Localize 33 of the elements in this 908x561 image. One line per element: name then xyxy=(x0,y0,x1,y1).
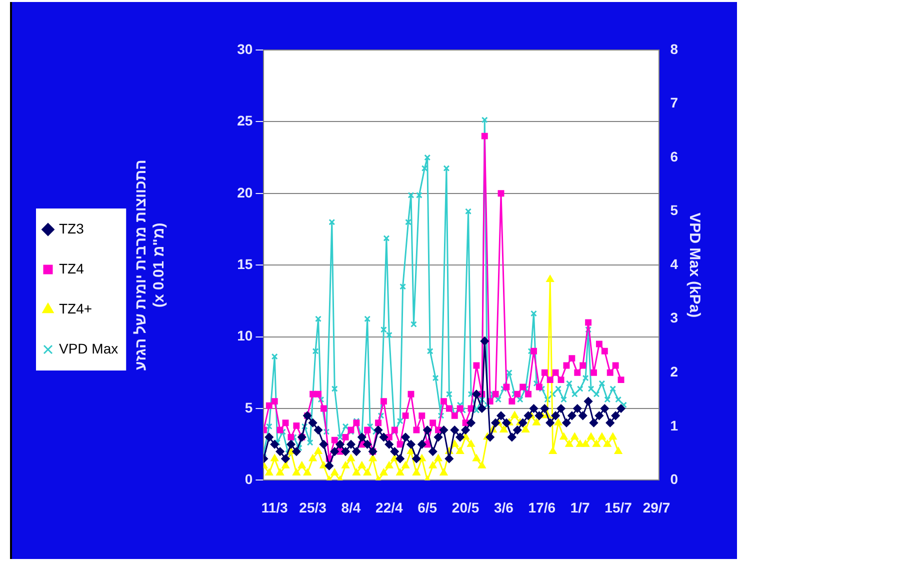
y2-tick-label: 2 xyxy=(670,364,678,380)
y2-tick-label: 4 xyxy=(670,256,678,272)
y2-axis-title: VPD Max (kPa) xyxy=(686,212,703,318)
x-tick-label: 17/6 xyxy=(528,499,556,516)
y-axis-title: התכווצות מרבית יומית של הגזע (x 0.01 מ"מ) xyxy=(132,160,168,370)
x-tick-label: 11/3 xyxy=(261,499,288,516)
x-tick-label: 20/5 xyxy=(452,499,480,516)
y2-tick-label: 0 xyxy=(670,471,678,488)
y2-tick-label: 5 xyxy=(670,202,678,218)
legend-label: VPD Max xyxy=(59,340,118,356)
x-tick-label: 8/4 xyxy=(341,499,361,516)
y2-tick-label: 8 xyxy=(670,40,678,57)
y2-tick-label: 3 xyxy=(670,310,678,326)
y2-tick-label: 7 xyxy=(670,94,678,111)
y-tick-label: 5 xyxy=(244,399,253,416)
y-tick-label: 30 xyxy=(237,40,253,57)
y-tick-label: 25 xyxy=(237,112,253,129)
legend-label: TZ3 xyxy=(59,220,84,236)
x-tick-label: 3/6 xyxy=(494,499,514,516)
y-tick-label: 20 xyxy=(237,184,253,200)
y2-tick-label: 1 xyxy=(670,417,678,434)
x-tick-label: 1/7 xyxy=(570,499,590,516)
x-tick-label: 6/5 xyxy=(418,499,438,516)
x-tick-label: 22/4 xyxy=(376,499,404,516)
y-tick-label: 15 xyxy=(237,256,253,272)
legend-label: TZ4 xyxy=(59,260,84,276)
x-tick-label: 15/7 xyxy=(604,499,632,516)
x-tick-label: 25/3 xyxy=(299,499,327,516)
y2-tick-label: 6 xyxy=(670,148,678,164)
x-tick-label: 29/7 xyxy=(642,499,670,516)
legend-label: TZ4+ xyxy=(59,300,92,316)
y-tick-label: 10 xyxy=(237,328,253,344)
y-tick-label: 0 xyxy=(244,471,253,488)
